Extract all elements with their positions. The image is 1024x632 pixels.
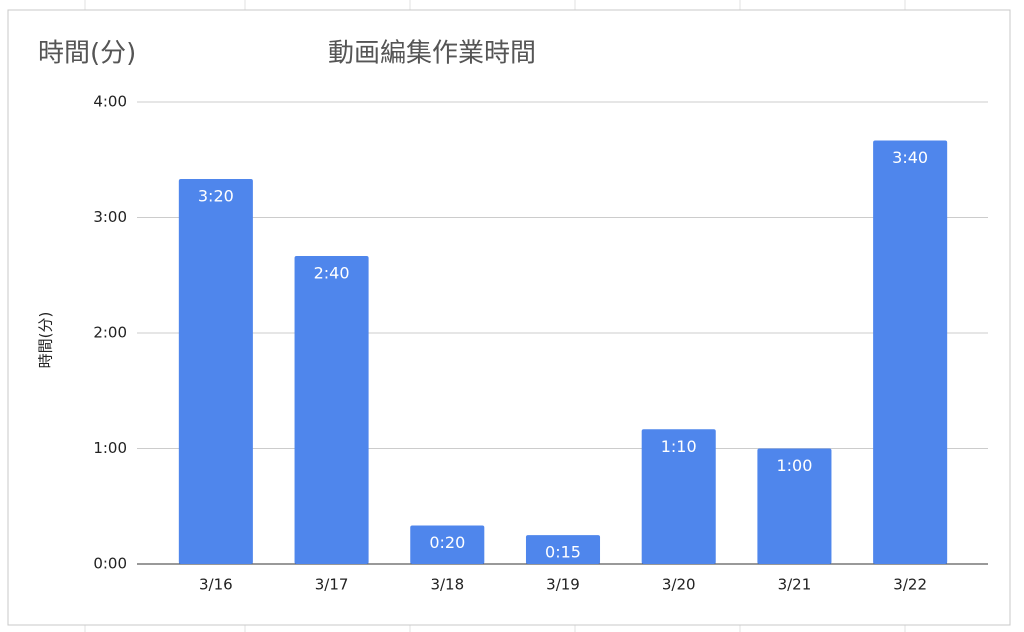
value-label: 0:15 [545,543,581,562]
x-tick-label: 3/16 [199,576,233,594]
x-tick-label: 3/17 [315,576,349,594]
bar [757,448,832,564]
value-label: 0:20 [429,533,465,552]
x-tick-label: 3/22 [893,576,927,594]
y-tick-label: 3:00 [93,208,127,226]
x-tick-label: 3/18 [430,576,464,594]
x-tick-label: 3/21 [778,576,812,594]
y-tick-label: 4:00 [93,93,127,111]
chart-title: 動画編集作業時間 [328,39,536,69]
bar [410,525,485,564]
y-tick-label: 1:00 [93,439,127,457]
bar [294,256,369,564]
bar [525,535,601,564]
bar [178,179,253,564]
y-tick-label: 0:00 [93,555,127,573]
y-axis-label: 時間(分) [37,312,55,369]
bar [873,140,948,564]
value-label: 2:40 [314,264,350,283]
corner-label: 時間(分) [38,39,136,69]
x-tick-label: 3/19 [546,576,580,594]
x-tick-label: 3/20 [662,576,696,594]
value-label: 1:00 [776,456,812,475]
y-tick-label: 2:00 [93,324,127,342]
bar [641,429,716,564]
value-label: 3:20 [198,187,234,206]
value-label: 3:40 [892,148,928,167]
chart-frame [7,9,1011,626]
value-label: 1:10 [661,437,697,456]
